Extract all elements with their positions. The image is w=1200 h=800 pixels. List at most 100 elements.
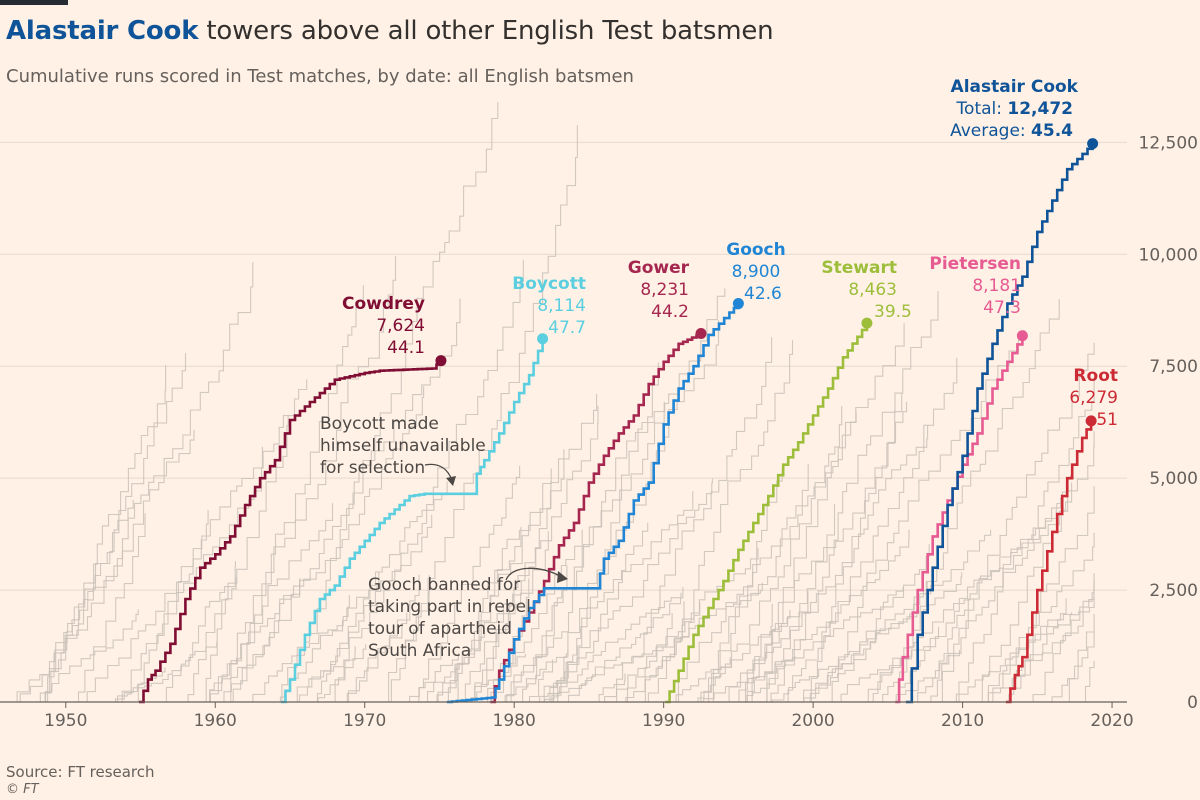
series-line-root — [1005, 420, 1093, 704]
end-marker-pietersen — [1016, 330, 1028, 342]
series-stewart-total: 8,463 — [848, 280, 897, 300]
other-batsman-line — [541, 478, 713, 703]
series-cook-name: Alastair Cook — [951, 77, 1079, 97]
other-batsman-line — [694, 463, 809, 703]
other-batsman-line — [894, 626, 940, 703]
x-tick-label: 1950 — [44, 711, 87, 731]
copyright: © FT — [6, 782, 39, 797]
other-batsman-line — [638, 340, 794, 703]
other-batsman-line — [222, 285, 364, 703]
other-batsman-line — [37, 353, 187, 703]
end-marker-root — [1085, 415, 1097, 427]
x-tick-label: 1980 — [493, 711, 536, 731]
series-boycott-label-1: 8,114 — [537, 296, 586, 316]
other-batsman-line — [735, 587, 904, 703]
other-batsman-line — [739, 529, 910, 703]
other-batsman-line — [34, 365, 167, 703]
other-batsman-line — [919, 431, 1095, 703]
other-batsman-line — [246, 595, 350, 703]
title-highlight: Alastair Cook — [6, 16, 199, 46]
series-line-gooch — [446, 303, 740, 704]
other-batsman-line — [520, 659, 554, 703]
other-batsman-line — [534, 582, 763, 703]
series-root-label-1: 6,279 — [1069, 388, 1118, 408]
x-tick-label: 1990 — [642, 711, 685, 731]
other-batsman-line — [547, 401, 665, 703]
other-batsman-line — [861, 299, 1060, 703]
annotation-boycott-line: himself unavailable — [320, 436, 486, 456]
series-root-label-2: 51 — [1096, 410, 1118, 430]
other-batsman-line — [198, 578, 301, 703]
other-batsman-line — [418, 663, 456, 703]
other-batsman-line — [113, 510, 209, 703]
other-batsman-line — [827, 330, 1025, 703]
y-tick-label: 5,000 — [1149, 469, 1198, 489]
y-tick-label: 12,500 — [1139, 133, 1198, 153]
other-batsman-line — [219, 386, 425, 703]
series-line-alastair-cook — [905, 143, 1094, 704]
chart-title: Alastair Cook towers above all other Eng… — [6, 16, 774, 46]
other-batsman-line — [37, 609, 139, 703]
other-batsman-line — [12, 500, 134, 703]
other-batsman-line — [480, 578, 530, 703]
other-batsman-line — [705, 469, 783, 703]
series-line-stewart — [665, 323, 869, 704]
other-batsman-line — [951, 612, 1073, 703]
other-batsman-line — [805, 529, 992, 703]
other-batsman-line — [105, 641, 218, 703]
series-gooch-total: 8,900 — [732, 262, 781, 282]
series-cook-average: Average: 45.4 — [950, 121, 1073, 141]
other-batsman-line — [768, 572, 963, 703]
other-batsman-line — [738, 323, 905, 703]
other-batsman-line — [323, 259, 524, 703]
end-marker-boycott — [537, 333, 549, 345]
other-batsman-line — [414, 465, 521, 703]
annotation-boycott-line: Boycott made — [320, 414, 439, 434]
other-batsman-line — [885, 649, 961, 703]
series-gower-label-0: Gower — [628, 258, 690, 278]
series-gower-label-1: 8,231 — [640, 280, 689, 300]
annotation-gooch-line: taking part in rebel — [368, 597, 531, 617]
end-marker-gooch — [732, 298, 744, 310]
other-batsman-line — [379, 125, 578, 703]
highlighted-series — [139, 138, 1099, 704]
x-tick-label: 2000 — [791, 711, 834, 731]
annotation-boycott-line: for selection — [320, 458, 425, 478]
title-rest: towers above all other English Test bats… — [198, 16, 774, 46]
series-stewart-average: 39.5 — [874, 302, 912, 322]
other-batsman-line — [760, 590, 809, 703]
other-batsman-line — [76, 379, 308, 703]
other-batsman-line — [543, 491, 694, 703]
other-batsman-line — [878, 474, 1072, 703]
other-batsman-line — [1074, 660, 1095, 703]
other-batsman-line — [505, 362, 659, 703]
series-root-label-0: Root — [1073, 366, 1118, 386]
other-batsman-line — [981, 532, 1095, 703]
other-batsmen-lines — [10, 102, 1095, 703]
x-tick-label: 2010 — [941, 711, 984, 731]
other-batsman-line — [342, 612, 408, 703]
series-pietersen-label-0: Pietersen — [929, 254, 1021, 274]
series-cowdrey-label-2: 44.1 — [387, 338, 425, 358]
x-tick-label: 1960 — [194, 711, 237, 731]
other-batsman-line — [723, 425, 929, 703]
other-batsman-line — [532, 522, 649, 703]
other-batsman-line — [459, 653, 526, 703]
series-cowdrey-label-0: Cowdrey — [342, 294, 425, 314]
other-batsman-line — [338, 574, 420, 703]
other-batsman-line — [589, 673, 626, 703]
series-cowdrey-label-1: 7,624 — [376, 316, 425, 336]
other-batsman-line — [382, 575, 430, 703]
other-batsman-line — [10, 429, 195, 703]
other-batsman-line — [777, 357, 958, 703]
series-line-boycott — [281, 338, 544, 704]
other-batsman-line — [456, 531, 549, 703]
x-tick-label: 1970 — [343, 711, 386, 731]
other-batsman-line — [1005, 573, 1095, 703]
other-batsman-line — [703, 405, 843, 703]
other-batsman-line — [797, 544, 930, 703]
series-pietersen-label-1: 8,181 — [972, 276, 1021, 296]
x-tick-label: 2020 — [1090, 711, 1133, 731]
